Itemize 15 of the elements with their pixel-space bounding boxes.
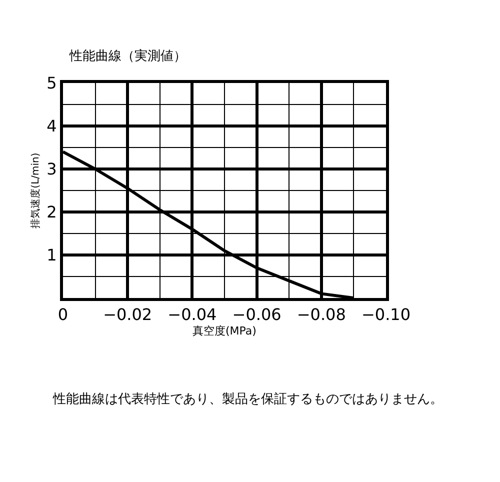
- x-axis-title: 真空度(MPa): [192, 324, 256, 338]
- y-axis-title: 排気速度(L/min): [30, 152, 42, 228]
- x-tick-label: −0.04: [168, 305, 217, 324]
- y-tick-label: 2: [46, 202, 57, 222]
- chart-title: 性能曲線（実測値）: [68, 48, 186, 64]
- y-tick-label: 3: [46, 160, 57, 179]
- y-tick-label: 4: [46, 116, 57, 136]
- x-tick-label: −0.02: [103, 305, 152, 324]
- text: 性能曲線は代表特性であり、製品を保証するものではありません。: [52, 392, 443, 407]
- y-tick-label: 5: [46, 74, 57, 93]
- x-tick-label: −0.08: [296, 305, 346, 324]
- x-tick-label: −0.06: [232, 305, 282, 324]
- x-tick-label: 0: [58, 305, 68, 324]
- x-tick-label: −0.10: [361, 305, 411, 324]
- y-tick-label: 1: [46, 246, 57, 265]
